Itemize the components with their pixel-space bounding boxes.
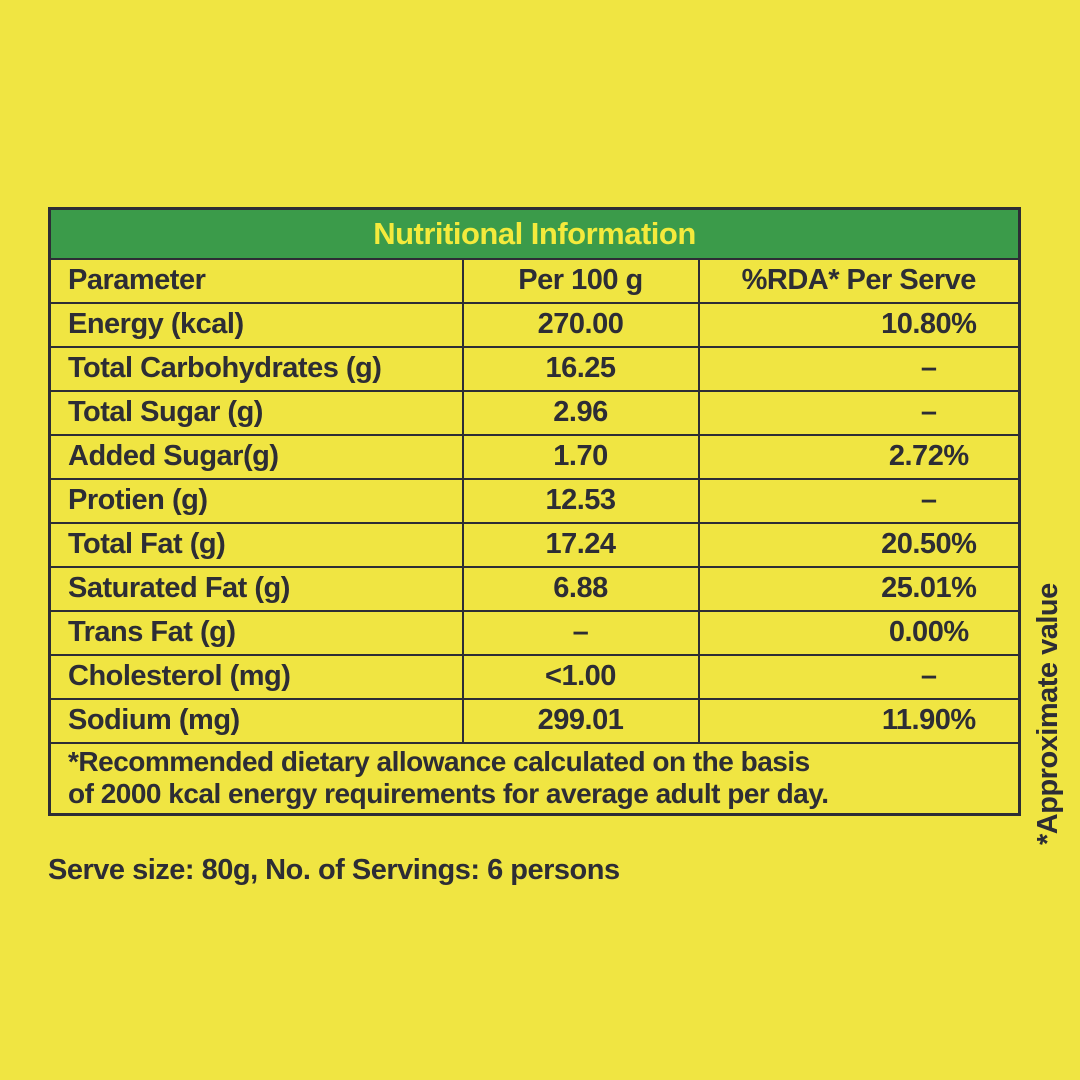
per-100g-value-cell: 12.53 bbox=[461, 477, 700, 524]
rda-per-serve-value-cell: 2.72% bbox=[697, 433, 1021, 480]
parameter-cell: Saturated Fat (g) bbox=[48, 565, 464, 612]
parameter-cell: Total Carbohydrates (g) bbox=[48, 345, 464, 392]
rda-per-serve-value-cell: 20.50% bbox=[697, 521, 1021, 568]
table-row: Protien (g) 12.53 – bbox=[48, 477, 1021, 524]
table-row: Trans Fat (g) – 0.00% bbox=[48, 609, 1021, 656]
table-title: Nutritional Information bbox=[48, 207, 1021, 260]
per-100g-value-cell: 270.00 bbox=[461, 301, 700, 348]
parameter-cell: Total Sugar (g) bbox=[48, 389, 464, 436]
per-100g-value-cell: 2.96 bbox=[461, 389, 700, 436]
serve-size-text: Serve size: 80g, No. of Servings: 6 pers… bbox=[48, 854, 620, 886]
table-row: Energy (kcal) 270.00 10.80% bbox=[48, 301, 1021, 348]
nutrition-table: Nutritional Information Parameter Per 10… bbox=[48, 207, 1021, 816]
column-header-per-100g: Per 100 g bbox=[461, 257, 700, 304]
per-100g-value-cell: 6.88 bbox=[461, 565, 700, 612]
table-body: Energy (kcal) 270.00 10.80% Total Carboh… bbox=[48, 301, 1021, 744]
table-row: Total Sugar (g) 2.96 – bbox=[48, 389, 1021, 436]
per-100g-value-cell: <1.00 bbox=[461, 653, 700, 700]
parameter-cell: Added Sugar(g) bbox=[48, 433, 464, 480]
parameter-cell: Cholesterol (mg) bbox=[48, 653, 464, 700]
rda-per-serve-value-cell: – bbox=[697, 653, 1021, 700]
rda-per-serve-value-cell: – bbox=[697, 389, 1021, 436]
table-row: Cholesterol (mg) <1.00 – bbox=[48, 653, 1021, 700]
table-header-row: Parameter Per 100 g %RDA* Per Serve bbox=[48, 257, 1021, 304]
parameter-cell: Energy (kcal) bbox=[48, 301, 464, 348]
per-100g-value-cell: 17.24 bbox=[461, 521, 700, 568]
rda-footnote-line-1: *Recommended dietary allowance calculate… bbox=[68, 746, 810, 778]
column-header-parameter: Parameter bbox=[48, 257, 464, 304]
per-100g-value-cell: – bbox=[461, 609, 700, 656]
table-row: Added Sugar(g) 1.70 2.72% bbox=[48, 433, 1021, 480]
table-row: Saturated Fat (g) 6.88 25.01% bbox=[48, 565, 1021, 612]
parameter-cell: Trans Fat (g) bbox=[48, 609, 464, 656]
per-100g-value-cell: 1.70 bbox=[461, 433, 700, 480]
rda-per-serve-value-cell: – bbox=[697, 345, 1021, 392]
column-header-rda-per-serve: %RDA* Per Serve bbox=[697, 257, 1021, 304]
table-row: Sodium (mg) 299.01 11.90% bbox=[48, 697, 1021, 744]
rda-footnote: *Recommended dietary allowance calculate… bbox=[48, 741, 1021, 816]
rda-per-serve-value-cell: 11.90% bbox=[697, 697, 1021, 744]
approximate-value-note: *Approximate value bbox=[1032, 583, 1064, 845]
rda-per-serve-value-cell: – bbox=[697, 477, 1021, 524]
per-100g-value-cell: 16.25 bbox=[461, 345, 700, 392]
per-100g-value-cell: 299.01 bbox=[461, 697, 700, 744]
parameter-cell: Sodium (mg) bbox=[48, 697, 464, 744]
parameter-cell: Total Fat (g) bbox=[48, 521, 464, 568]
rda-footnote-line-2: of 2000 kcal energy requirements for ave… bbox=[68, 778, 829, 810]
rda-per-serve-value-cell: 0.00% bbox=[697, 609, 1021, 656]
table-row: Total Fat (g) 17.24 20.50% bbox=[48, 521, 1021, 568]
table-title-row: Nutritional Information bbox=[48, 207, 1021, 260]
rda-per-serve-value-cell: 25.01% bbox=[697, 565, 1021, 612]
rda-per-serve-value-cell: 10.80% bbox=[697, 301, 1021, 348]
footnote-row: *Recommended dietary allowance calculate… bbox=[48, 741, 1021, 816]
parameter-cell: Protien (g) bbox=[48, 477, 464, 524]
table-row: Total Carbohydrates (g) 16.25 – bbox=[48, 345, 1021, 392]
